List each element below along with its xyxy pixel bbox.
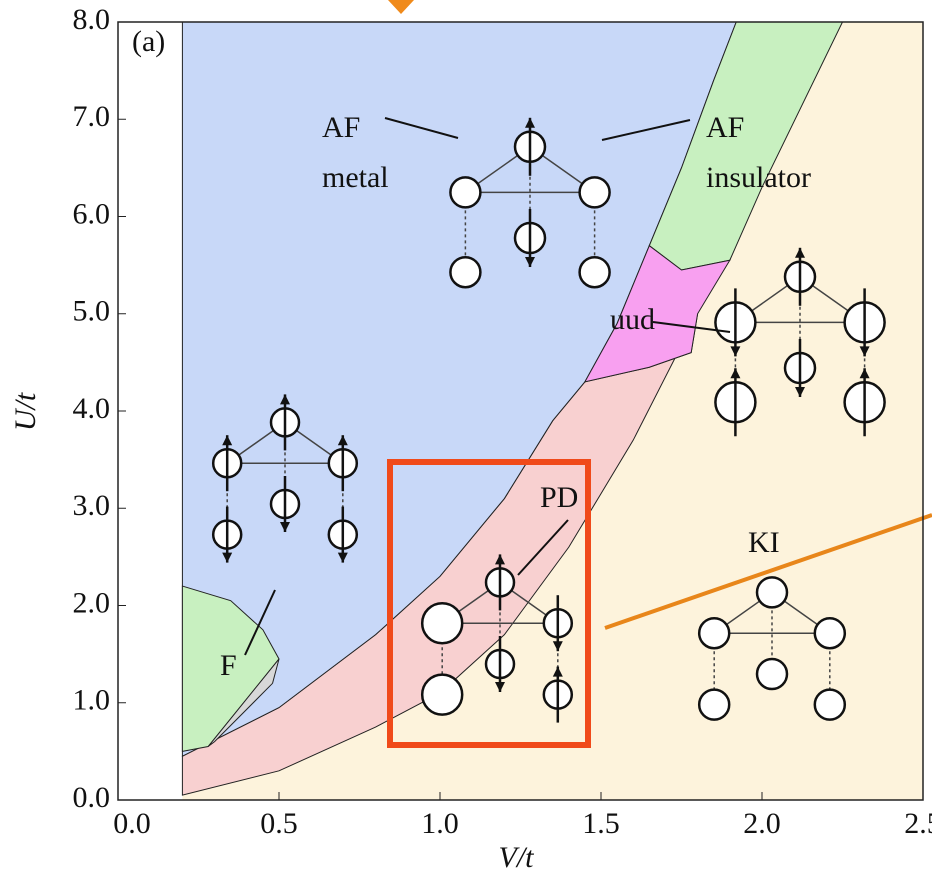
region-label: AF <box>706 111 744 144</box>
region-label: KI <box>748 526 780 559</box>
spin-head <box>552 641 563 652</box>
site <box>578 176 611 209</box>
spin-head <box>730 368 741 379</box>
leader-line <box>652 321 731 333</box>
region-label: uud <box>610 303 655 336</box>
region-label: AF <box>322 111 360 144</box>
spin-head <box>222 552 233 563</box>
y-tick-label: 2.0 <box>73 586 111 619</box>
y-tick-label: 1.0 <box>73 684 111 717</box>
x-tick-label: 0.0 <box>113 807 151 840</box>
y-tick-label: 6.0 <box>73 197 111 230</box>
y-tick-label: 7.0 <box>73 100 111 133</box>
spin-head <box>337 552 348 563</box>
leader-line <box>601 119 691 141</box>
site <box>420 601 464 645</box>
callout-arrow <box>388 0 414 14</box>
y-tick-label: 8.0 <box>73 3 111 36</box>
spin-head <box>495 682 505 692</box>
y-tick-label: 0.0 <box>73 781 111 814</box>
site <box>755 657 789 691</box>
spin-head <box>859 346 870 357</box>
spin-diagrams <box>211 117 886 723</box>
leader-line <box>384 117 459 139</box>
leader-line <box>517 519 569 576</box>
region-label: insulator <box>706 161 811 194</box>
leader-line <box>244 589 276 656</box>
spin-head <box>222 435 233 446</box>
phase-region <box>207 658 280 747</box>
y-axis-label: U/t <box>9 392 42 431</box>
y-tick-label: 4.0 <box>73 392 111 425</box>
site <box>449 255 482 289</box>
highlight-box <box>387 459 591 748</box>
site <box>420 673 464 716</box>
spin-head <box>795 387 805 397</box>
region-label: PD <box>540 481 578 514</box>
x-tick-label: 1.5 <box>582 807 620 840</box>
spin-head <box>525 257 535 267</box>
callout-line <box>604 513 932 630</box>
phase-region <box>583 244 731 383</box>
spin-head <box>859 368 870 379</box>
site <box>449 176 482 209</box>
site <box>697 616 731 650</box>
panel-label: (a) <box>132 25 165 58</box>
site <box>755 576 789 609</box>
spin-head <box>495 554 505 565</box>
x-tick-label: 0.5 <box>260 807 298 840</box>
x-tick-label: 2.0 <box>743 807 781 840</box>
spin-head <box>525 117 535 128</box>
y-tick-label: 5.0 <box>73 295 111 328</box>
x-axis-label: V/t <box>499 841 535 874</box>
y-tick-label: 3.0 <box>73 489 111 522</box>
site <box>578 255 611 289</box>
spin-head <box>795 247 805 258</box>
region-label: metal <box>322 161 389 194</box>
spin-head <box>552 666 563 677</box>
site <box>813 616 847 650</box>
x-tick-label: 1.0 <box>421 807 459 840</box>
site <box>813 688 847 721</box>
spin-head <box>280 394 290 405</box>
spin-head <box>337 435 348 446</box>
spin-head <box>280 522 290 532</box>
site <box>697 688 731 721</box>
spin-head <box>730 346 741 357</box>
x-tick-label: 2.5 <box>904 807 932 840</box>
region-label: F <box>220 649 237 682</box>
